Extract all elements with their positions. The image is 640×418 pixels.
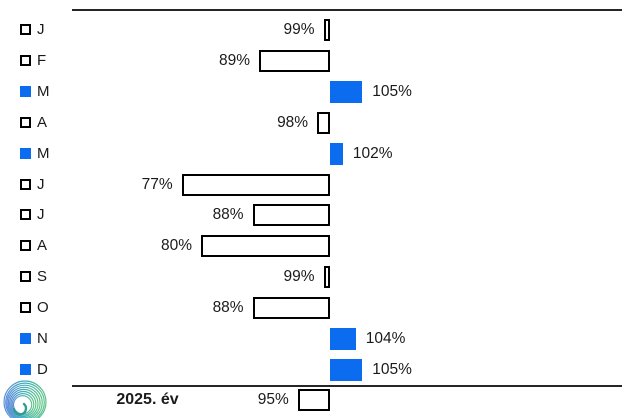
value-label: 98%	[277, 113, 309, 131]
value-label: 88%	[212, 299, 244, 317]
value-label: 88%	[212, 206, 244, 224]
bar	[201, 235, 330, 258]
value-label: 105%	[372, 82, 412, 100]
bar	[330, 80, 363, 103]
category-label: J	[37, 21, 45, 38]
category-label: J	[37, 175, 45, 193]
category-label: O	[37, 299, 49, 317]
bottom-axis-line	[72, 385, 622, 387]
summary-year-label: 2025. év	[116, 391, 179, 408]
bar	[252, 204, 330, 227]
legend-swatch-above-baseline	[20, 333, 31, 345]
bar	[323, 266, 330, 289]
top-axis-line	[72, 9, 622, 11]
category-label: J	[37, 206, 45, 224]
legend-swatch-below-baseline	[20, 302, 31, 314]
bar	[252, 297, 330, 320]
value-label: 105%	[372, 361, 412, 378]
value-label: 104%	[365, 330, 406, 348]
category-label: N	[37, 330, 48, 348]
category-label: F	[37, 51, 47, 69]
swirl-spiral-logo-icon	[3, 380, 47, 418]
bar	[259, 49, 330, 72]
bar	[323, 19, 330, 41]
bar	[317, 111, 330, 134]
category-label: D	[37, 361, 48, 378]
legend-swatch-below-baseline	[20, 209, 31, 221]
bar	[330, 328, 356, 351]
summary-bar	[297, 389, 330, 411]
value-label: 80%	[160, 237, 192, 255]
legend-swatch-above-baseline	[20, 85, 31, 97]
bar	[330, 359, 363, 381]
legend-swatch-below-baseline	[20, 178, 31, 190]
legend-swatch-below-baseline	[20, 240, 31, 252]
category-label: S	[37, 268, 48, 286]
value-label: 102%	[352, 144, 393, 162]
legend-swatch-above-baseline	[20, 364, 31, 375]
category-label: M	[37, 144, 50, 162]
bar	[181, 173, 330, 196]
value-label: 77%	[141, 175, 173, 193]
bar	[330, 142, 343, 165]
category-label: A	[37, 237, 48, 255]
legend-swatch-below-baseline	[20, 24, 31, 35]
legend-swatch-below-baseline	[20, 54, 31, 66]
value-label: 89%	[219, 51, 251, 69]
summary-value-label: 95%	[257, 391, 289, 408]
legend-swatch-below-baseline	[20, 271, 31, 283]
value-label: 99%	[283, 21, 315, 38]
category-label: M	[37, 82, 50, 100]
legend-swatch-below-baseline	[20, 116, 31, 128]
legend-swatch-above-baseline	[20, 147, 31, 159]
category-label: A	[37, 113, 48, 131]
value-label: 99%	[283, 268, 315, 286]
